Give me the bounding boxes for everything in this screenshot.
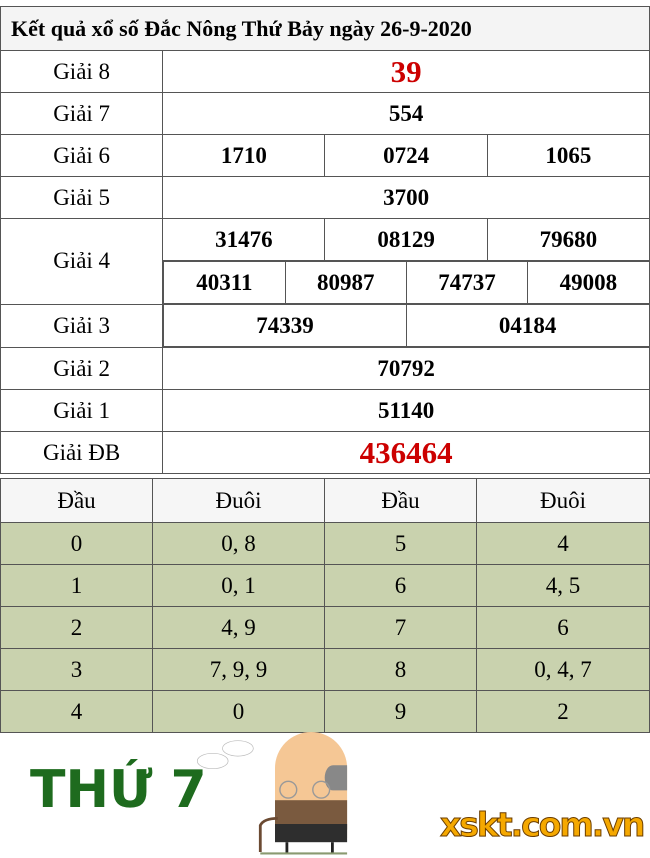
prize-label: Giải 4 [0,218,164,305]
loto-head: 9 [324,690,477,733]
old-man-illustration [258,731,348,855]
day-overlay-text: THỨ 7 [30,760,207,820]
loto-head: 2 [0,606,153,649]
header-dau: Đầu [324,478,477,523]
loto-tail: 0, 1 [152,564,325,607]
watermark-logo: xskt.com.vn [439,805,645,845]
prize-label: Giải 7 [0,92,164,135]
prize-1-value: 51140 [162,389,650,432]
prize-5-value: 3700 [162,176,650,219]
loto-head: 3 [0,648,153,691]
prize-4-value: 31476 [162,218,326,261]
loto-tail: 2 [476,690,650,733]
prize-label: Giải 8 [0,50,164,93]
loto-head: 0 [0,522,153,565]
prize-8-value: 39 [162,50,650,93]
prize-7-value: 554 [162,92,650,135]
prize-label: Giải 6 [0,134,164,177]
loto-head: 4 [0,690,153,733]
loto-tail: 4, 9 [152,606,325,649]
loto-head: 5 [324,522,477,565]
prize-6-value: 0724 [324,134,488,177]
loto-head: 7 [324,606,477,649]
loto-tail: 0 [152,690,325,733]
prize-label: Giải ĐB [0,431,164,474]
prize-4-value: 40311 [163,261,286,304]
cloud-icon [196,740,254,770]
prize-6-value: 1710 [162,134,326,177]
prize-4-value: 49008 [527,261,650,304]
prize-3-value: 04184 [405,304,650,347]
loto-head: 8 [324,648,477,691]
prize-label: Giải 2 [0,347,164,390]
loto-head: 1 [0,564,153,607]
results-title: Kết quả xổ số Đắc Nông Thứ Bảy ngày 26-9… [0,6,650,51]
prize-4-value: 74737 [405,261,529,304]
results-table: Kết quả xổ số Đắc Nông Thứ Bảy ngày 26-9… [0,6,650,474]
prize-2-value: 70792 [162,347,650,390]
header-duoi: Đuôi [476,478,650,523]
prize-label: Giải 1 [0,389,164,432]
prize-4-value: 79680 [486,218,650,261]
header-duoi: Đuôi [152,478,325,523]
loto-row: 3 7, 9, 9 8 0, 4, 7 [0,648,650,691]
loto-tail: 0, 4, 7 [476,648,650,691]
prize-label: Giải 5 [0,176,164,219]
prize-3-value: 74339 [163,304,407,347]
loto-tail: 6 [476,606,650,649]
prize-4-value: 80987 [284,261,407,304]
loto-tail: 0, 8 [152,522,325,565]
prize-6-value: 1065 [486,134,650,177]
special-prize-value: 436464 [162,431,650,474]
loto-tail: 7, 9, 9 [152,648,325,691]
loto-row: 1 0, 1 6 4, 5 [0,564,650,607]
loto-head: 6 [324,564,477,607]
header-dau: Đầu [0,478,153,523]
loto-tail: 4 [476,522,650,565]
prize-label: Giải 3 [0,303,164,348]
prize-4-value: 08129 [324,218,488,261]
loto-tail: 4, 5 [476,564,650,607]
